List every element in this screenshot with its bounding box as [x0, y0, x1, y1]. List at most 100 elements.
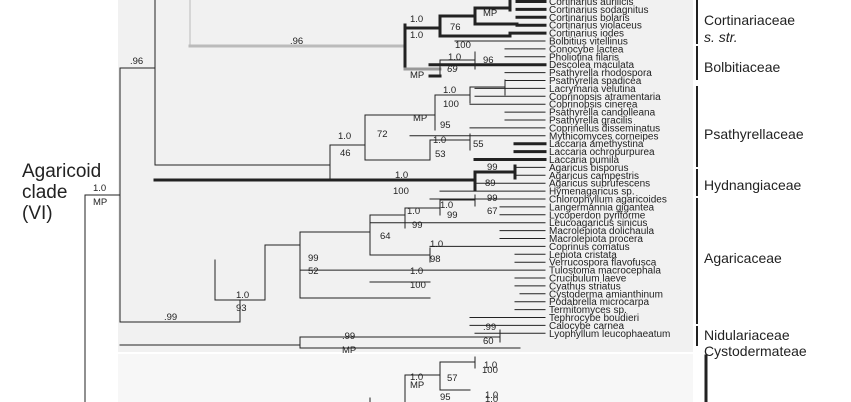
support-value: 1.0: [395, 170, 408, 181]
taxon-label: Agaricus bisporus: [549, 163, 628, 174]
taxon-label: Cortinarius sodagnitus: [549, 5, 649, 16]
taxon-label: Laccaria ochropurpurea: [549, 147, 655, 158]
taxon-label: Chlorophyllum agaricoides: [549, 195, 667, 206]
support-value: MP: [410, 380, 424, 391]
support-value: 100: [443, 99, 459, 110]
support-value: 99: [487, 162, 498, 173]
support-value: 64: [380, 231, 391, 242]
taxon-label: Macrolepiota dolichaula: [549, 226, 655, 237]
support-value: 1.0: [236, 290, 249, 301]
tree-branches: [84, 0, 708, 402]
support-value: 46: [340, 148, 351, 159]
support-value: 57: [447, 373, 458, 384]
taxon-label: Cortinarius aurilicis: [549, 0, 633, 8]
support-value: 1.0: [410, 266, 423, 277]
taxon-label: Mythicomyces corneipes: [549, 131, 658, 142]
taxon-label: Cortinarius iodes: [549, 29, 624, 40]
family-label-nidulariaceae: Nidulariaceae: [704, 327, 790, 343]
taxon-label: Bolbitius vitellinus: [549, 37, 628, 48]
support-value: 100: [393, 186, 409, 197]
taxon-label: Cortinarius bolaris: [549, 13, 630, 24]
support-value: 67: [487, 206, 498, 217]
taxon-label: Psathyrella spadicea: [549, 76, 642, 87]
taxon-label: Tulostoma macrocephala: [549, 266, 661, 277]
support-value: MP: [413, 113, 427, 124]
taxon-label: Coprinellus disseminatus: [549, 123, 660, 134]
support-value: 93: [236, 303, 247, 314]
taxon-label: Psathyrella candolleana: [549, 108, 656, 119]
family-label-cortinariaceae: Cortinariaceae: [704, 12, 795, 28]
support-value: 1.0: [484, 360, 497, 371]
family-label-bolbitiaceae: Bolbitiaceae: [704, 59, 780, 75]
support-value: 96: [483, 55, 494, 66]
support-value: 69: [447, 64, 458, 75]
support-value: 100: [482, 365, 498, 376]
taxon-label: Podabrella microcarpa: [549, 297, 649, 308]
taxon-label: Lyophyllum leucophaeatum: [549, 329, 670, 340]
clade-label: Agaricoid: [22, 161, 101, 182]
support-value: .96: [130, 56, 143, 67]
support-value: 55: [473, 139, 484, 150]
taxon-label: Hymenagaricus sp.: [549, 187, 635, 198]
taxon-label: Langermannia gigantea: [549, 202, 655, 213]
taxon-label: Termitomyces sp.: [549, 305, 627, 316]
support-value: 72: [377, 129, 388, 140]
support-value: MP: [410, 70, 424, 81]
family-label-psathyrellaceae: Psathyrellaceae: [704, 126, 804, 142]
support-value: .99: [483, 322, 496, 333]
support-value: 99: [412, 220, 423, 231]
taxon-label: Conocybe lactea: [549, 44, 624, 55]
support-value: 1.0: [433, 135, 446, 146]
taxon-label: Calocybe carnea: [549, 321, 624, 332]
taxon-label: Coprinopsis cinerea: [549, 100, 638, 111]
support-value: 1.0: [440, 200, 453, 211]
taxon-label: Descolea maculata: [549, 60, 634, 71]
support-value: 99: [308, 253, 319, 264]
clade-support: MP: [93, 197, 107, 208]
support-value: 99: [487, 193, 498, 204]
support-value: 1.0: [485, 394, 498, 402]
support-value: 98: [430, 254, 441, 265]
support-value: 1.0: [448, 52, 461, 63]
taxon-label: Pholiotina filaris: [549, 52, 619, 63]
taxon-label: Tephrocybe boudieri: [549, 313, 639, 324]
family-label-agaricaceae: Agaricaceae: [704, 250, 782, 266]
support-value: 1.0: [443, 85, 456, 96]
taxon-label: Cystoderma amianthinum: [549, 289, 663, 300]
taxon-label: Lycoperdon pyriforme: [549, 210, 646, 221]
support-value: 89: [485, 178, 496, 189]
support-value: 76: [450, 22, 461, 33]
taxon-label: Agaricus campestris: [549, 171, 639, 182]
taxon-label: Laccaria pumila: [549, 155, 619, 166]
taxon-label: Leucoagaricus sinicus: [549, 218, 647, 229]
support-value: 100: [455, 40, 471, 51]
taxon-label: Laccaria amethystina: [549, 139, 644, 150]
taxon-label: Psathyrella gracilis: [549, 116, 632, 127]
support-value: .99: [164, 312, 177, 323]
taxon-label: Agaricus subrufescens: [549, 179, 650, 190]
support-value: 52: [308, 266, 319, 277]
support-value: 99: [447, 210, 458, 221]
clade-label: (VI): [22, 203, 53, 224]
taxon-label: Coprinus comatus: [549, 242, 630, 253]
clade-label: clade: [22, 182, 67, 203]
support-value: 60: [483, 336, 494, 347]
support-value: .99: [342, 331, 355, 342]
support-value: 95: [440, 392, 451, 402]
support-value: 1.0: [410, 30, 423, 41]
support-value: MP: [342, 345, 356, 356]
taxon-label: Psathyrella rhodospora: [549, 68, 652, 79]
support-value: 1.0: [407, 206, 420, 217]
family-label-cystodermateae: Cystodermateae: [704, 343, 807, 359]
support-value: 1.0: [430, 239, 443, 250]
support-value: MP: [483, 8, 497, 19]
support-value: 1.0: [410, 14, 423, 25]
clade-support: 1.0: [93, 183, 106, 194]
support-value: .96: [290, 36, 303, 47]
taxon-label: Coprinopsis atramentaria: [549, 92, 661, 103]
taxon-label: Macrolepiota procera: [549, 234, 643, 245]
support-value: 100: [410, 280, 426, 291]
